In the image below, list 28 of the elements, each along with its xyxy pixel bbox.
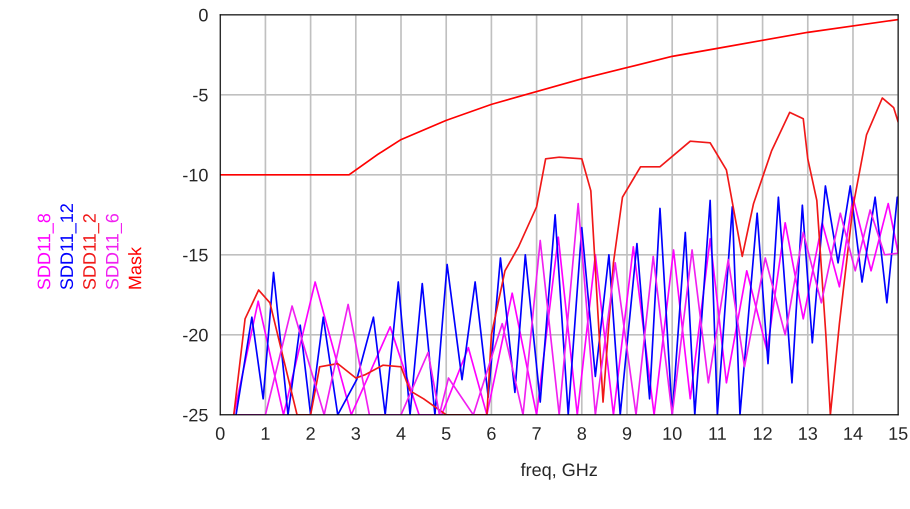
x-tick-label: 1: [262, 427, 270, 440]
y-tick-label: -15: [183, 248, 208, 262]
x-tick-label: 0: [216, 427, 225, 440]
x-tick-label: 9: [622, 427, 632, 440]
x-tick-label: 7: [532, 427, 541, 440]
y-tick-label: -10: [183, 168, 208, 182]
x-tick-label: 5: [442, 427, 450, 440]
x-tick-label: 13: [799, 427, 818, 440]
text: SDD11_8: [38, 214, 54, 290]
y-tick-label: -25: [183, 408, 208, 422]
x-tick-label: 12: [754, 427, 772, 440]
x-tick-label: 2: [306, 427, 315, 440]
x-tick-label: 8: [578, 427, 586, 440]
text: Mask: [128, 246, 142, 289]
x-axis-title: freq, GHz: [520, 462, 597, 480]
x-tick-label: 10: [664, 427, 682, 440]
x-tick-label: 3: [351, 427, 360, 440]
text: SDD11_12: [60, 204, 77, 290]
x-tick-label: 11: [709, 427, 726, 440]
x-tick-label: 4: [396, 427, 406, 440]
x-tick-label: 15: [890, 427, 908, 440]
y-tick-label: -20: [183, 328, 208, 342]
text: SDD11_2: [83, 214, 100, 290]
text: SDD11_6: [106, 214, 122, 290]
y-tick-label: -5: [193, 88, 208, 102]
y-tick-label: 0: [199, 8, 208, 22]
x-tick-label: 14: [844, 427, 862, 440]
x-tick-label: 6: [487, 427, 496, 440]
